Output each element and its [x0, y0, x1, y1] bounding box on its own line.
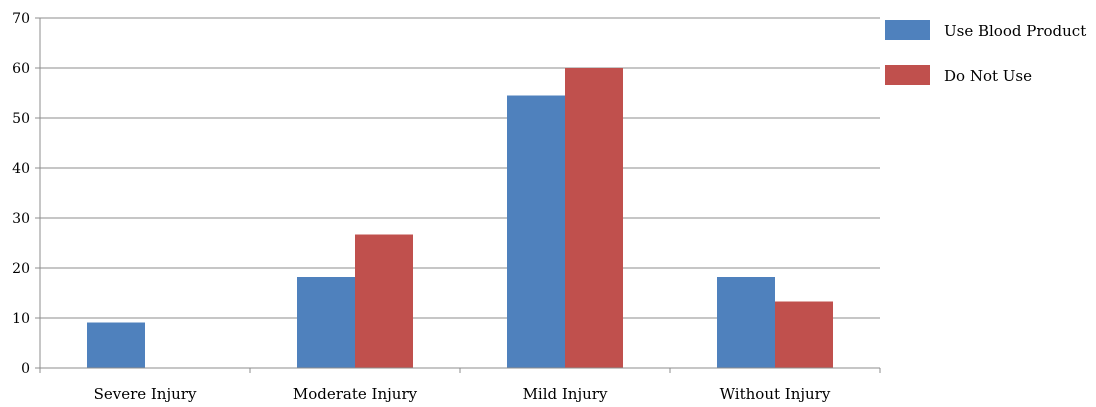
x-axis-ticks: Severe Injury Moderate Injury Mild Injury W… — [39, 368, 881, 403]
y-tick-label: 70 — [12, 11, 30, 27]
legend-swatch — [885, 20, 930, 40]
bar-use-blood-product-3 — [717, 277, 775, 368]
legend-label: Do Not Use — [944, 67, 1032, 85]
y-tick-label: 30 — [12, 211, 30, 227]
bar-use-blood-product-1 — [297, 277, 355, 368]
x-category-label: Without Injury — [720, 385, 831, 403]
bar-do-not-use-3 — [775, 301, 833, 368]
x-category-label: Moderate Injury — [293, 385, 418, 403]
y-axis-ticks: 0 10 20 30 40 50 60 70 — [12, 11, 40, 377]
bar-do-not-use-2 — [565, 68, 623, 368]
y-tick-label: 20 — [12, 261, 30, 277]
x-category-label: Severe Injury — [94, 385, 197, 403]
y-tick-label: 10 — [12, 311, 30, 327]
bar-use-blood-product-2 — [507, 95, 565, 368]
legend-swatch — [885, 65, 930, 85]
gridlines — [40, 17, 880, 319]
y-tick-label: 0 — [21, 361, 30, 377]
bar-use-blood-product-0 — [87, 322, 145, 368]
legend: Use Blood Product Do Not Use — [885, 20, 1086, 85]
y-tick-label: 50 — [12, 111, 30, 127]
legend-label: Use Blood Product — [944, 22, 1086, 40]
bars — [87, 68, 833, 368]
y-tick-label: 40 — [12, 161, 30, 177]
bar-do-not-use-1 — [355, 234, 413, 368]
y-tick-label: 60 — [12, 61, 30, 77]
x-category-label: Mild Injury — [523, 385, 608, 403]
